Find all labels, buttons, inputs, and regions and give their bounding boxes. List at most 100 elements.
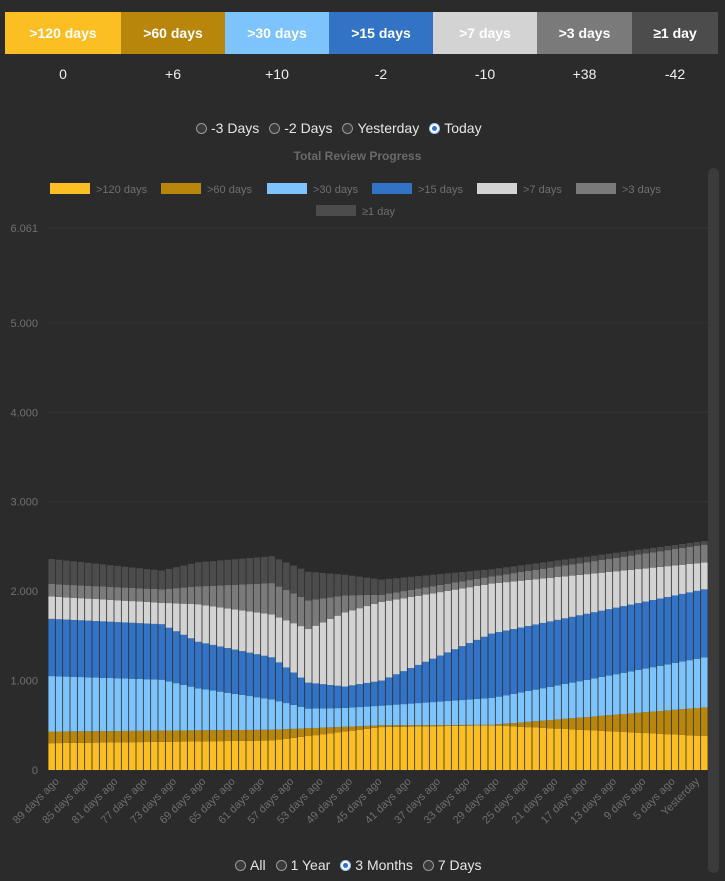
bar-segment[interactable]	[686, 546, 693, 564]
bar-segment[interactable]	[649, 667, 657, 712]
bar-segment[interactable]	[77, 620, 85, 678]
bar-segment[interactable]	[495, 568, 503, 576]
bar-segment[interactable]	[583, 679, 591, 718]
bar-segment[interactable]	[517, 572, 525, 581]
bar-segment[interactable]	[671, 709, 679, 735]
bar-segment[interactable]	[312, 599, 319, 626]
bar-segment[interactable]	[114, 742, 121, 770]
bar-segment[interactable]	[187, 741, 195, 770]
bar-segment[interactable]	[679, 593, 686, 662]
bar-segment[interactable]	[701, 657, 708, 708]
bar-segment[interactable]	[437, 574, 444, 585]
bar-segment[interactable]	[613, 714, 620, 732]
bar-segment[interactable]	[327, 708, 334, 728]
bar-segment[interactable]	[224, 608, 231, 649]
bar-segment[interactable]	[554, 719, 561, 729]
bar-segment[interactable]	[334, 727, 341, 733]
bar-segment[interactable]	[635, 712, 642, 733]
bar-segment[interactable]	[253, 557, 261, 584]
bar-segment[interactable]	[664, 550, 671, 567]
bar-segment[interactable]	[664, 545, 671, 551]
bar-segment[interactable]	[591, 573, 598, 613]
bar-segment[interactable]	[121, 587, 129, 601]
bar-segment[interactable]	[319, 622, 327, 685]
bar-segment[interactable]	[114, 587, 121, 601]
bar-segment[interactable]	[657, 598, 664, 666]
bar-segment[interactable]	[165, 730, 173, 742]
bar-segment[interactable]	[503, 726, 510, 770]
bar-segment[interactable]	[657, 566, 664, 599]
bar-segment[interactable]	[532, 624, 539, 690]
bar-segment[interactable]	[77, 742, 85, 770]
bar-segment[interactable]	[693, 545, 701, 564]
bar-segment[interactable]	[627, 713, 635, 733]
bar-segment[interactable]	[627, 732, 635, 770]
bar-segment[interactable]	[363, 577, 371, 595]
radio-icon[interactable]	[340, 859, 352, 871]
bar-segment[interactable]	[576, 717, 583, 730]
bar-segment[interactable]	[217, 585, 224, 608]
bar-segment[interactable]	[444, 590, 451, 653]
bar-segment[interactable]	[620, 556, 627, 571]
bar-segment[interactable]	[209, 644, 217, 691]
bar-segment[interactable]	[349, 575, 356, 596]
bar-segment[interactable]	[437, 726, 444, 770]
bar-segment[interactable]	[99, 586, 107, 600]
compare-option-2[interactable]: Yesterday	[342, 120, 419, 136]
bar-segment[interactable]	[679, 547, 686, 565]
bar-segment[interactable]	[569, 718, 576, 730]
bar-segment[interactable]	[297, 728, 305, 737]
bar-segment[interactable]	[642, 553, 649, 569]
bar-segment[interactable]	[495, 632, 503, 697]
bar-segment[interactable]	[649, 567, 657, 601]
bar-segment[interactable]	[671, 595, 679, 663]
bar-segment[interactable]	[686, 592, 693, 661]
bar-segment[interactable]	[481, 724, 488, 726]
radio-icon[interactable]	[269, 122, 281, 134]
bar-segment[interactable]	[290, 704, 297, 729]
bar-segment[interactable]	[429, 658, 437, 703]
bar-segment[interactable]	[224, 692, 231, 731]
bar-segment[interactable]	[400, 577, 407, 592]
bar-segment[interactable]	[510, 629, 517, 694]
bar-segment[interactable]	[187, 603, 195, 639]
bar-segment[interactable]	[598, 676, 605, 716]
bar-segment[interactable]	[635, 669, 642, 713]
bar-segment[interactable]	[195, 741, 202, 770]
bar-segment[interactable]	[224, 648, 231, 693]
bar-segment[interactable]	[415, 726, 422, 770]
bar-segment[interactable]	[481, 698, 488, 725]
bar-segment[interactable]	[136, 588, 143, 602]
bar-segment[interactable]	[561, 683, 569, 719]
bar-segment[interactable]	[393, 725, 400, 727]
bar-segment[interactable]	[671, 544, 679, 550]
bar-segment[interactable]	[297, 568, 305, 597]
bar-segment[interactable]	[393, 599, 400, 675]
legend-label-3[interactable]: >15 days	[418, 184, 463, 196]
bar-segment[interactable]	[422, 726, 429, 770]
bar-segment[interactable]	[510, 693, 517, 724]
bar-segment[interactable]	[246, 611, 253, 653]
bar-segment[interactable]	[99, 677, 107, 732]
bar-segment[interactable]	[356, 595, 363, 609]
bar-segment[interactable]	[576, 681, 583, 718]
bar-segment[interactable]	[283, 620, 290, 668]
bar-segment[interactable]	[407, 576, 415, 590]
bar-segment[interactable]	[693, 708, 701, 736]
bar-segment[interactable]	[532, 689, 539, 722]
bar-segment[interactable]	[268, 614, 275, 658]
bar-segment[interactable]	[444, 652, 451, 702]
bar-segment[interactable]	[576, 557, 583, 564]
bar-segment[interactable]	[327, 684, 334, 709]
bar-segment[interactable]	[444, 583, 451, 591]
bar-segment[interactable]	[334, 732, 341, 770]
bar-segment[interactable]	[224, 559, 231, 586]
bar-segment[interactable]	[107, 621, 114, 679]
bar-segment[interactable]	[319, 734, 327, 770]
bar-segment[interactable]	[92, 742, 99, 770]
legend-swatch-3[interactable]	[372, 183, 412, 194]
bar-segment[interactable]	[290, 565, 297, 594]
range-option-2[interactable]: 3 Months	[340, 857, 413, 873]
bar-segment[interactable]	[143, 623, 151, 680]
bar-segment[interactable]	[686, 543, 693, 547]
